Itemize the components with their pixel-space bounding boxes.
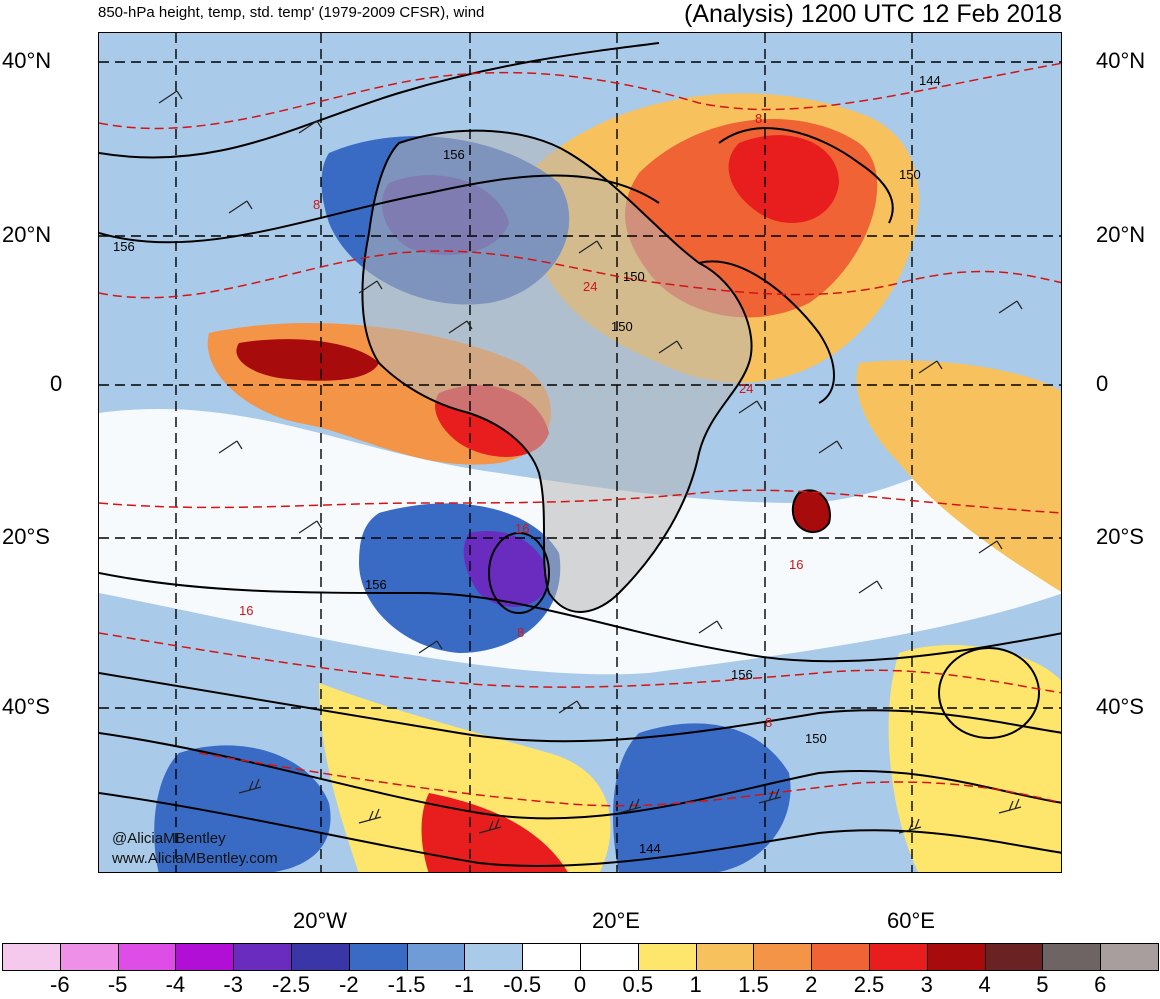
colorbar-swatch bbox=[926, 943, 986, 971]
anomaly-field-warm-indian bbox=[856, 360, 1061, 592]
colorbar-swatch bbox=[464, 943, 524, 971]
lat-label-right: 20°S bbox=[1096, 524, 1144, 549]
colorbar-tick-label: -1 bbox=[454, 972, 475, 997]
anomaly-field-hot-atlantic bbox=[236, 339, 379, 381]
colorbar-swatch bbox=[695, 943, 755, 971]
colorbar-tick-label: 4 bbox=[978, 972, 991, 997]
colorbar-swatch bbox=[2, 943, 61, 971]
colorbar-tick-label: 2 bbox=[805, 972, 818, 997]
anomaly-field-warm-far-se bbox=[888, 644, 1061, 872]
coastlines bbox=[361, 129, 835, 613]
colorbar-tick-label: -1.5 bbox=[387, 972, 426, 997]
height-label: 156 bbox=[113, 239, 135, 254]
watermark-url: www.AliciaMBentley.com bbox=[112, 850, 278, 867]
colorbar-swatch bbox=[233, 943, 292, 971]
lat-label-left: 40°S bbox=[2, 694, 50, 719]
temp-label: 8 bbox=[313, 197, 320, 212]
colorbar-tick-label: 0 bbox=[573, 972, 587, 997]
colorbar-tick-label: 6 bbox=[1094, 972, 1107, 997]
colorbar-swatch bbox=[984, 943, 1044, 971]
lon-label: 20°E bbox=[592, 908, 640, 933]
height-label: 144 bbox=[639, 841, 661, 856]
temp-label: 16 bbox=[239, 603, 253, 618]
colorbar-tick-label: -6 bbox=[50, 972, 70, 997]
colorbar-swatch bbox=[1042, 943, 1102, 971]
colorbar-swatch bbox=[1100, 943, 1159, 971]
temp-label: 16 bbox=[515, 521, 529, 536]
watermark-handle: @AliciaMBentley bbox=[112, 830, 226, 847]
map-title: (Analysis) 1200 UTC 12 Feb 2018 bbox=[684, 0, 1062, 28]
lat-label-left: 40°N bbox=[2, 48, 52, 73]
colorbar-swatch bbox=[348, 943, 408, 971]
colorbar-swatch bbox=[59, 943, 119, 971]
anomaly-field-hot-south bbox=[421, 793, 568, 872]
colorbar-swatch bbox=[290, 943, 350, 971]
colorbar-swatch bbox=[117, 943, 177, 971]
temp-label: 24 bbox=[583, 279, 597, 294]
anomaly-field-hot-madagascar bbox=[792, 490, 830, 533]
height-label: 150 bbox=[611, 319, 633, 334]
colorbar-tick-label: -2.5 bbox=[272, 972, 310, 997]
height-label: 150 bbox=[805, 731, 827, 746]
colorbar-tick-label: 2.5 bbox=[853, 972, 885, 997]
colorbar-swatch bbox=[175, 943, 235, 971]
temp-label: 8 bbox=[755, 111, 762, 126]
colorbar-tick-label: 1.5 bbox=[738, 972, 769, 997]
anomaly-field-hot-core-arabia bbox=[728, 135, 839, 223]
colorbar-swatch bbox=[637, 943, 697, 971]
anomaly-field-cold-south-atlantic bbox=[463, 531, 549, 607]
colorbar-tick-label: 1 bbox=[689, 972, 702, 997]
height-label: 144 bbox=[919, 73, 941, 88]
lon-label: 60°E bbox=[887, 908, 935, 933]
anomaly-field-warm-south bbox=[319, 683, 611, 872]
temp-label: 24 bbox=[739, 381, 753, 396]
height-contours bbox=[99, 42, 1061, 868]
colorbar-swatch bbox=[753, 943, 813, 971]
lat-label-right: 0 bbox=[1096, 371, 1109, 396]
graticule bbox=[99, 33, 1061, 872]
colorbar-swatch bbox=[406, 943, 466, 971]
temp-label: 8 bbox=[517, 625, 524, 640]
height-label: 150 bbox=[623, 269, 645, 284]
lon-label: 20°W bbox=[292, 908, 348, 933]
temperature-contours bbox=[99, 62, 1061, 807]
lat-label-right: 40°N bbox=[1096, 48, 1146, 73]
colorbar-tick-label: 5 bbox=[1036, 972, 1049, 997]
colorbar bbox=[2, 943, 1159, 971]
colorbar-tick-label: -0.5 bbox=[503, 972, 542, 997]
lat-label-left: 20°N bbox=[2, 222, 52, 247]
anomaly-field-cool-sw bbox=[154, 745, 331, 872]
lat-label-right: 20°N bbox=[1096, 222, 1146, 247]
colorbar-tick-label: 3 bbox=[920, 972, 933, 997]
lat-label-left: 20°S bbox=[2, 524, 50, 549]
wind-barbs bbox=[158, 90, 1023, 834]
temp-label: 16 bbox=[789, 557, 803, 572]
map-subtitle: 850-hPa height, temp, std. temp' (1979-2… bbox=[98, 4, 485, 21]
colorbar-swatch bbox=[811, 943, 870, 971]
colorbar-tick-label: -2 bbox=[339, 972, 359, 997]
height-label: 156 bbox=[443, 147, 465, 162]
colorbar-tick-label: -3 bbox=[223, 972, 243, 997]
colorbar-tick-label: -4 bbox=[165, 972, 186, 997]
height-label: 150 bbox=[899, 167, 921, 182]
height-label: 156 bbox=[365, 577, 387, 592]
colorbar-tick-label: -5 bbox=[107, 972, 128, 997]
temp-label: 8 bbox=[765, 715, 772, 730]
analysis-map: 156 156 150 150 144 150 156 156 150 144 … bbox=[98, 32, 1062, 873]
colorbar-swatch bbox=[522, 943, 581, 971]
height-label: 156 bbox=[731, 667, 753, 682]
lat-label-left: 0 bbox=[50, 371, 63, 396]
lat-label-right: 40°S bbox=[1096, 694, 1144, 719]
anomaly-field-cool-southern-ocean bbox=[613, 723, 791, 872]
colorbar-swatch bbox=[579, 943, 639, 971]
colorbar-swatch bbox=[868, 943, 928, 971]
colorbar-tick-label: 0.5 bbox=[622, 972, 654, 997]
